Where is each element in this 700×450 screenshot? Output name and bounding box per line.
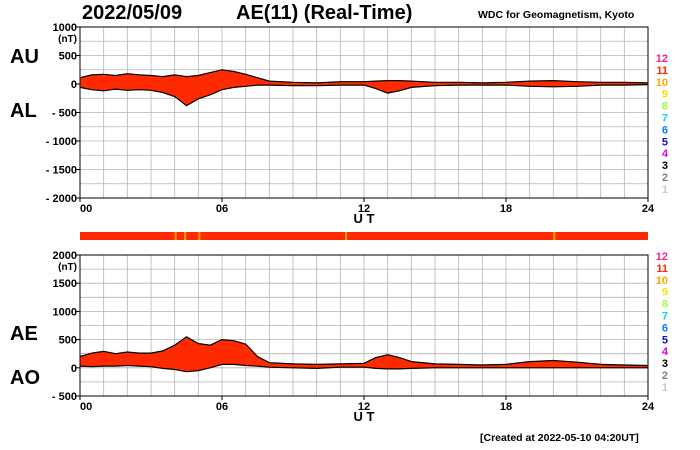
station-legend-item: 2 xyxy=(662,370,668,382)
y-unit-label: (nT) xyxy=(58,34,77,45)
station-legend-item: 9 xyxy=(662,287,668,299)
y-tick-label: 0 xyxy=(71,363,77,375)
station-legend-item: 1 xyxy=(662,184,668,196)
y-tick-label: 0 xyxy=(71,79,77,91)
y-tick-label: 1000 xyxy=(53,306,77,318)
x-tick-label: 24 xyxy=(642,203,655,215)
station-legend-item: 5 xyxy=(662,334,668,346)
station-coverage-bar xyxy=(80,232,648,240)
y-tick-label: 1500 xyxy=(53,278,77,290)
series-line-AO xyxy=(79,363,648,373)
x-tick-label: 00 xyxy=(80,401,92,413)
series-label-AE: AE xyxy=(10,323,38,345)
y-tick-label: - 1500 xyxy=(46,165,77,177)
station-legend-item: 11 xyxy=(656,65,668,77)
y-tick-label: 2000 xyxy=(53,250,77,262)
x-tick-label: 00 xyxy=(80,203,92,215)
station-legend-item: 9 xyxy=(662,89,668,101)
series-band-AE/AO xyxy=(80,336,648,372)
station-legend-item: 2 xyxy=(662,172,668,184)
y-tick-label: 500 xyxy=(59,51,77,63)
station-legend-item: 3 xyxy=(662,160,668,172)
station-legend-item: 12 xyxy=(656,251,668,263)
x-axis-label: U T xyxy=(354,409,375,424)
station-legend-item: 4 xyxy=(662,346,669,358)
coverage-gap-marker xyxy=(198,232,201,240)
series-label-AO: AO xyxy=(10,367,40,389)
station-legend-item: 12 xyxy=(656,53,668,65)
station-legend-item: 4 xyxy=(662,148,669,160)
station-legend-item: 5 xyxy=(662,136,668,148)
x-tick-label: 12 xyxy=(358,203,370,215)
x-tick-label: 18 xyxy=(500,401,512,413)
station-legend-item: 10 xyxy=(656,275,668,287)
station-legend-item: 11 xyxy=(656,263,668,275)
series-line-AL xyxy=(79,84,649,107)
station-legend-item: 8 xyxy=(662,299,668,311)
station-legend-item: 10 xyxy=(656,77,668,89)
coverage-gap-marker xyxy=(553,232,556,240)
station-legend-item: 7 xyxy=(662,311,668,323)
y-tick-label: 1000 xyxy=(53,22,77,34)
station-legend-item: 6 xyxy=(662,124,668,136)
x-tick-label: 06 xyxy=(216,203,228,215)
x-tick-label: 06 xyxy=(216,401,228,413)
station-legend-item: 8 xyxy=(662,101,668,113)
y-tick-label: - 500 xyxy=(52,108,77,120)
y-unit-label: (nT) xyxy=(58,262,77,273)
y-tick-label: - 500 xyxy=(52,391,77,403)
series-line-AU xyxy=(79,69,649,84)
source-credit: WDC for Geomagnetism, Kyoto xyxy=(478,9,635,21)
station-legend-item: 6 xyxy=(662,322,668,334)
x-tick-label: 12 xyxy=(358,401,370,413)
series-band-AU/AL xyxy=(80,69,648,106)
created-timestamp: [Created at 2022-05-10 04:20UT] xyxy=(480,432,639,444)
date-title: 2022/05/09 xyxy=(82,2,183,24)
coverage-gap-marker xyxy=(345,232,348,240)
series-label-AL: AL xyxy=(10,100,37,122)
y-tick-label: - 2000 xyxy=(46,193,77,205)
series-line-AE xyxy=(79,336,649,367)
x-axis-label: U T xyxy=(354,211,375,226)
x-tick-label: 24 xyxy=(642,401,655,413)
index-title: AE(11) (Real-Time) xyxy=(236,2,413,24)
station-legend-item: 1 xyxy=(662,382,668,394)
coverage-gap-marker xyxy=(184,232,187,240)
series-label-AU: AU xyxy=(10,46,39,68)
y-tick-label: - 1000 xyxy=(46,136,77,148)
x-tick-label: 18 xyxy=(500,203,512,215)
coverage-gap-marker xyxy=(174,232,177,240)
station-legend-item: 3 xyxy=(662,358,668,370)
y-tick-label: 500 xyxy=(59,335,77,347)
station-legend-item: 7 xyxy=(662,113,668,125)
